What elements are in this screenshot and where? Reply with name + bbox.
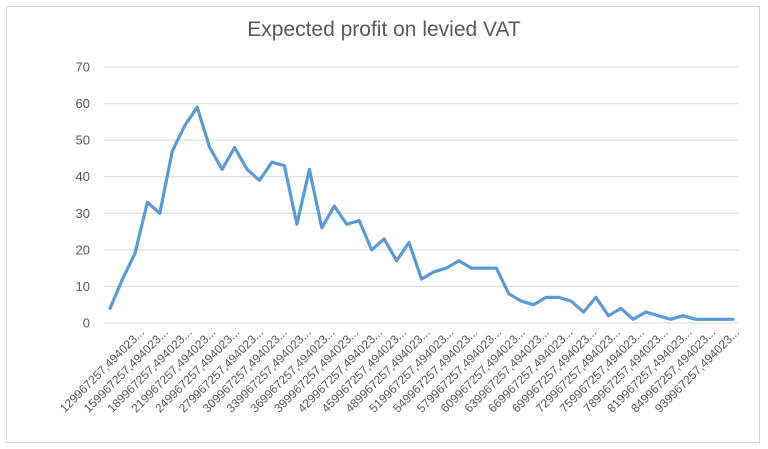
data-point — [706, 317, 710, 321]
data-point — [582, 310, 586, 314]
data-point — [133, 252, 137, 256]
data-point — [195, 105, 199, 109]
data-point — [519, 299, 523, 303]
y-tick-label: 10 — [76, 279, 90, 294]
data-point — [606, 314, 610, 318]
chart-frame — [6, 6, 760, 443]
data-point — [444, 266, 448, 270]
data-point — [482, 266, 486, 270]
data-point — [507, 292, 511, 296]
series-line — [108, 105, 735, 321]
data-point — [544, 295, 548, 299]
data-point — [282, 164, 286, 168]
data-point — [469, 266, 473, 270]
data-point — [557, 295, 561, 299]
y-tick-label: 50 — [76, 133, 90, 148]
data-point — [370, 248, 374, 252]
y-tick-label: 20 — [76, 242, 90, 257]
data-point — [245, 167, 249, 171]
data-point — [295, 222, 299, 226]
y-tick-label: 70 — [76, 60, 90, 75]
data-point — [121, 277, 125, 281]
data-point — [258, 178, 262, 182]
data-point — [532, 303, 536, 307]
data-point — [332, 204, 336, 208]
data-point — [457, 259, 461, 263]
data-point — [320, 226, 324, 230]
data-point — [681, 314, 685, 318]
y-tick-label: 30 — [76, 206, 90, 221]
y-tick-label: 60 — [76, 96, 90, 111]
data-point — [631, 317, 635, 321]
data-point — [357, 219, 361, 223]
y-tick-label: 40 — [76, 169, 90, 184]
data-point — [569, 299, 573, 303]
data-point — [220, 167, 224, 171]
data-point — [669, 317, 673, 321]
data-point — [432, 270, 436, 274]
data-point — [395, 259, 399, 263]
data-point — [420, 277, 424, 281]
data-point — [158, 211, 162, 215]
data-point — [719, 317, 723, 321]
data-point — [656, 314, 660, 318]
data-point — [233, 146, 237, 150]
chart-title: Expected profit on levied VAT — [247, 18, 521, 41]
data-point — [594, 295, 598, 299]
data-point — [270, 160, 274, 164]
data-point — [345, 222, 349, 226]
data-point — [407, 241, 411, 245]
data-point — [619, 306, 623, 310]
data-point — [731, 317, 735, 321]
data-point — [382, 237, 386, 241]
data-point — [208, 146, 212, 150]
data-point — [694, 317, 698, 321]
data-point — [183, 124, 187, 128]
data-point — [307, 167, 311, 171]
data-point — [644, 310, 648, 314]
data-point — [170, 149, 174, 153]
data-point — [494, 266, 498, 270]
y-tick-label: 0 — [83, 316, 90, 331]
data-point — [108, 306, 112, 310]
data-point — [145, 200, 149, 204]
